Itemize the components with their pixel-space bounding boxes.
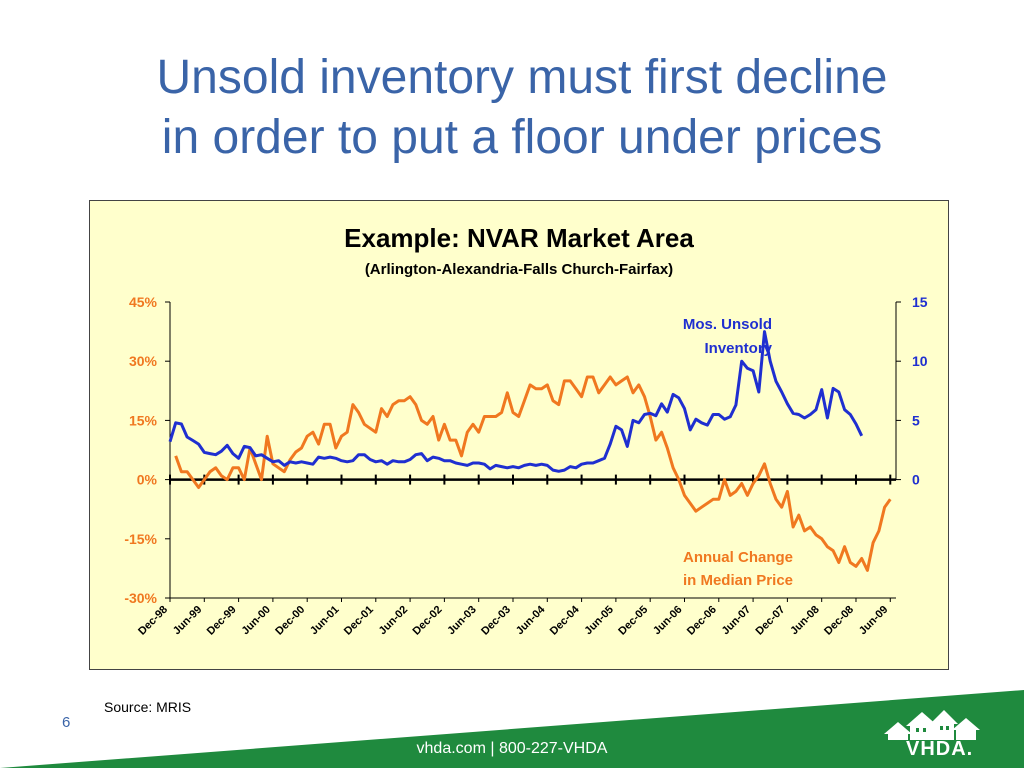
- slide-title-line-1: Unsold inventory must first decline: [156, 51, 888, 104]
- left-axis-tick-label: 15%: [129, 412, 158, 428]
- slide-title: Unsold inventory must first decline in o…: [60, 48, 984, 168]
- price-series-label-line-2: in Median Price: [683, 572, 793, 589]
- median-price-change-line: [174, 375, 892, 572]
- left-axis-tick-label: 45%: [129, 294, 158, 310]
- slide-title-line-2: in order to put a floor under prices: [161, 111, 883, 164]
- left-axis-tick-label: -30%: [124, 590, 157, 606]
- left-axis-tick-label: 30%: [129, 353, 158, 369]
- inventory-series-label-line-2: Inventory: [704, 340, 772, 357]
- price-series-label-line-1: Annual Change: [683, 549, 793, 566]
- inventory-series-label-line-1: Mos. Unsold: [683, 316, 772, 333]
- left-axis-tick-label: 0%: [137, 472, 158, 488]
- page-number: 6: [62, 714, 71, 731]
- vhda-houses-logo-icon: [884, 710, 980, 740]
- vhda-logo-text: VHDA.: [906, 738, 974, 760]
- right-axis-tick-label: 15: [912, 294, 928, 310]
- left-axis-tick-label: -15%: [124, 531, 157, 547]
- chart-subtitle: (Arlington-Alexandria-Falls Church-Fairf…: [364, 261, 674, 278]
- right-axis-tick-label: 10: [912, 353, 928, 369]
- chart-panel: Example: NVAR Market Area (Arlington-Ale…: [89, 200, 949, 670]
- chart-title: Example: NVAR Market Area: [344, 223, 694, 253]
- right-axis-tick-label: 0: [912, 472, 920, 488]
- right-axis-tick-label: 5: [912, 412, 920, 428]
- footer-contact: vhda.com | 800-227-VHDA: [416, 740, 608, 757]
- unsold-inventory-line: [168, 330, 864, 473]
- source-note: Source: MRIS: [104, 699, 192, 715]
